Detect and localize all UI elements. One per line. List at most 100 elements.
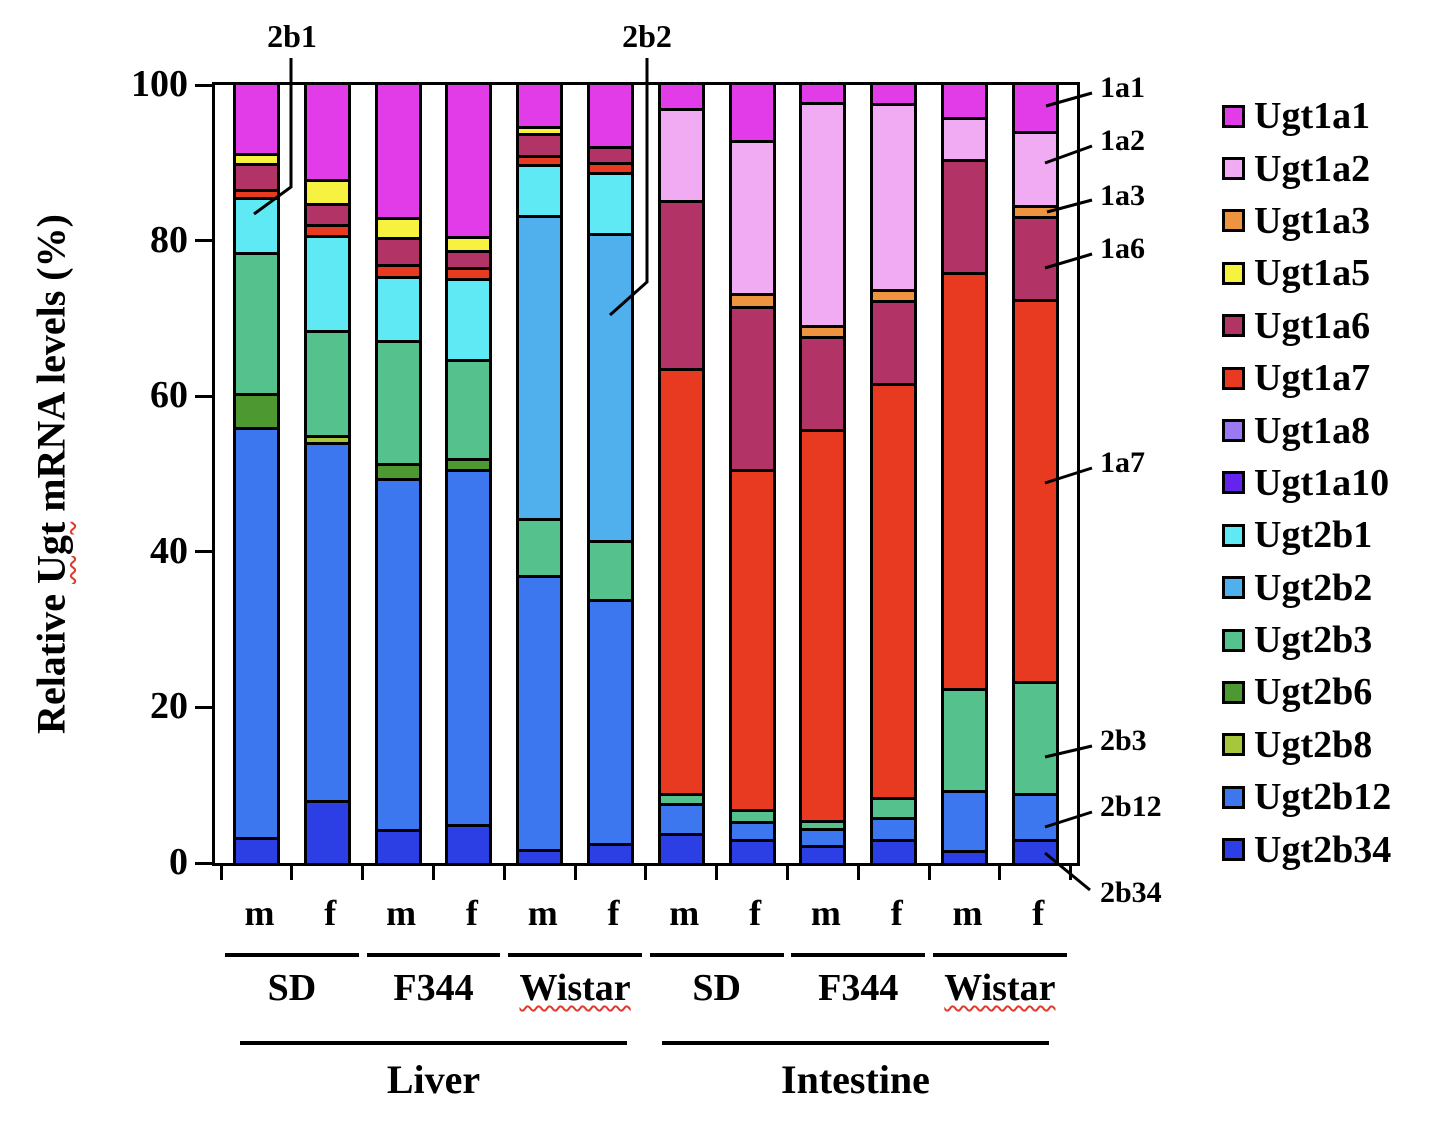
sex-label-11: f: [1032, 893, 1045, 933]
segment-ugt1a7: [236, 189, 277, 198]
strain-label-f344-1: F344: [367, 966, 501, 1010]
strain-label-text: SD: [692, 967, 741, 1009]
callout-label-1a6: 1a6: [1100, 232, 1145, 265]
strain-underline-4: [791, 953, 926, 957]
strain-label-text: SD: [267, 967, 317, 1009]
segment-ugt2b12: [802, 828, 844, 845]
segment-ugt1a6: [731, 306, 773, 470]
legend-label-ugt1a3: Ugt1a3: [1254, 199, 1371, 242]
segment-ugt1a5: [306, 179, 348, 204]
segment-ugt2b3: [448, 359, 490, 459]
bar-liver-f344-f: [445, 85, 493, 864]
y-tick-label-100: 100: [131, 63, 188, 105]
segment-ugt1a7: [660, 367, 702, 794]
legend-swatch-ugt1a3: [1222, 209, 1245, 233]
legend-swatch-ugt2b34: [1222, 838, 1245, 862]
segment-ugt1a1: [660, 85, 702, 108]
segment-ugt2b34: [802, 844, 844, 863]
segment-ugt2b34: [1014, 838, 1056, 863]
segment-ugt1a1: [377, 85, 419, 217]
segment-ugt2b3: [519, 517, 561, 575]
legend-item-ugt1a3: Ugt1a3: [1222, 195, 1391, 247]
legend-swatch-ugt2b6: [1222, 680, 1245, 704]
legend-swatch-ugt2b3: [1222, 628, 1245, 652]
bar-intestine-f344-m: [799, 85, 847, 863]
strain-label-sd-0: SD: [225, 966, 359, 1010]
x-tick-2: [361, 866, 365, 880]
callout-label-2b12: 2b12: [1100, 790, 1162, 823]
legend-swatch-ugt2b1: [1222, 523, 1245, 547]
bar-liver-f344-m: [374, 85, 422, 863]
segment-ugt2b2: [590, 232, 631, 540]
segment-ugt1a3: [873, 289, 915, 300]
y-axis-title-wavy-word: Ugt: [28, 521, 74, 584]
sex-label-1: f: [324, 893, 337, 933]
organ-label-liver: Liver: [386, 1057, 481, 1102]
x-tick-3: [432, 866, 435, 880]
segment-ugt2b12: [519, 575, 561, 849]
segment-ugt1a5: [236, 152, 277, 164]
y-tick-40: [195, 550, 212, 554]
segment-ugt2b1: [590, 172, 631, 233]
segment-ugt2b34: [236, 837, 277, 864]
segment-ugt1a7: [1014, 299, 1056, 681]
sex-label-6: m: [669, 893, 700, 933]
segment-ugt1a3: [1014, 205, 1056, 216]
legend-swatch-ugt1a8: [1222, 419, 1245, 443]
callout-label-2b2: 2b2: [622, 18, 672, 54]
segment-ugt1a3: [802, 324, 844, 337]
segment-ugt2b12: [944, 790, 985, 851]
legend-label-ugt2b12: Ugt2b12: [1254, 776, 1392, 819]
legend-item-ugt1a8: Ugt1a8: [1222, 404, 1391, 456]
sex-label-10: m: [952, 893, 983, 933]
plot-area: 100 80 60 40 20 0: [131, 63, 1080, 883]
segment-ugt1a2: [873, 103, 915, 290]
y-tick-label-20: 20: [150, 685, 188, 728]
callout-label-1a3: 1a3: [1100, 179, 1145, 212]
organ-underline-liver: [240, 1041, 627, 1045]
sex-label-2: m: [386, 893, 417, 933]
legend-item-ugt2b34: Ugt2b34: [1222, 823, 1391, 875]
callout-label-2b3: 2b3: [1100, 724, 1147, 757]
segment-ugt1a7: [590, 162, 631, 172]
segment-ugt2b1: [519, 164, 561, 215]
legend-label-ugt1a7: Ugt1a7: [1254, 357, 1371, 400]
legend-label-ugt1a2: Ugt1a2: [1254, 147, 1371, 190]
segment-ugt2b12: [731, 820, 773, 839]
x-tick-9: [856, 866, 860, 880]
segment-ugt2b34: [377, 829, 419, 863]
segment-ugt1a6: [448, 250, 490, 267]
segment-ugt1a1: [236, 85, 277, 153]
segment-ugt2b2: [519, 214, 561, 518]
sex-label-4: m: [527, 893, 558, 933]
legend-swatch-ugt2b2: [1222, 576, 1245, 600]
legend-label-ugt1a5: Ugt1a5: [1254, 252, 1371, 295]
strain-label-wistar-2: Wistar: [508, 966, 642, 1010]
y-tick-label-0: 0: [169, 841, 188, 883]
legend-label-ugt2b34: Ugt2b34: [1254, 828, 1392, 871]
segment-ugt2b6: [377, 463, 419, 479]
legend-label-ugt2b6: Ugt2b6: [1254, 671, 1373, 714]
segment-ugt1a1: [873, 85, 915, 104]
strain-underline-3: [649, 953, 784, 957]
strain-underline-5: [933, 953, 1067, 957]
segment-ugt2b34: [590, 843, 631, 863]
y-tick-20: [195, 705, 212, 709]
legend: Ugt1a1 Ugt1a2 Ugt1a3 Ugt1a5 Ugt1a6 Ugt1a7 Ugt1…: [1222, 90, 1391, 876]
sex-label-7: f: [749, 893, 762, 933]
segment-ugt1a7: [519, 155, 561, 165]
segment-ugt1a2: [731, 140, 773, 294]
legend-swatch-ugt1a10: [1222, 471, 1245, 495]
y-tick-60: [195, 394, 212, 398]
segment-ugt1a7: [731, 469, 773, 809]
segment-ugt2b12: [448, 469, 490, 824]
legend-label-ugt1a10: Ugt1a10: [1254, 461, 1390, 504]
segment-ugt1a1: [731, 85, 773, 141]
y-tick-80: [195, 239, 212, 243]
y-tick-0: [195, 861, 212, 865]
segment-ugt2b3: [306, 329, 348, 435]
segment-ugt2b1: [377, 276, 419, 340]
segment-ugt2b12: [306, 442, 348, 800]
legend-item-ugt1a10: Ugt1a10: [1222, 457, 1391, 509]
